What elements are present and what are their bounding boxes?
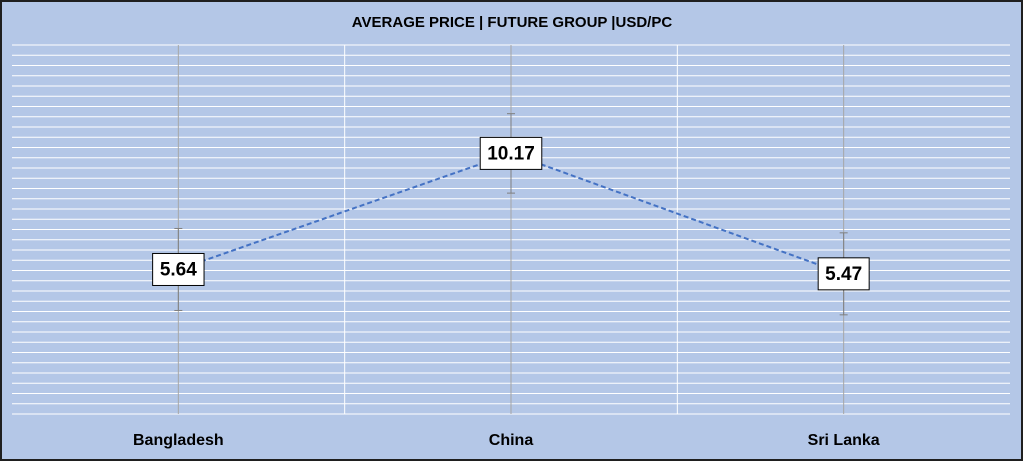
data-label-box: [479, 136, 543, 170]
data-label-box: [152, 252, 205, 286]
data-label-box: [817, 257, 870, 291]
chart-title: AVERAGE PRICE | FUTURE GROUP |USD/PC: [352, 14, 673, 31]
x-tick-label: Bangladesh: [133, 432, 224, 449]
data-label: 10.17: [487, 143, 535, 164]
x-tick-label: China: [489, 432, 534, 449]
x-tick-label: Sri Lanka: [808, 432, 880, 449]
data-label: 5.47: [825, 264, 862, 285]
data-label: 5.64: [160, 259, 197, 280]
